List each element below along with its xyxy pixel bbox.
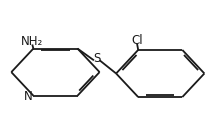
Text: NH₂: NH₂ [21, 35, 43, 48]
Text: Cl: Cl [131, 34, 143, 47]
Text: N: N [24, 90, 33, 103]
Text: S: S [93, 52, 101, 65]
